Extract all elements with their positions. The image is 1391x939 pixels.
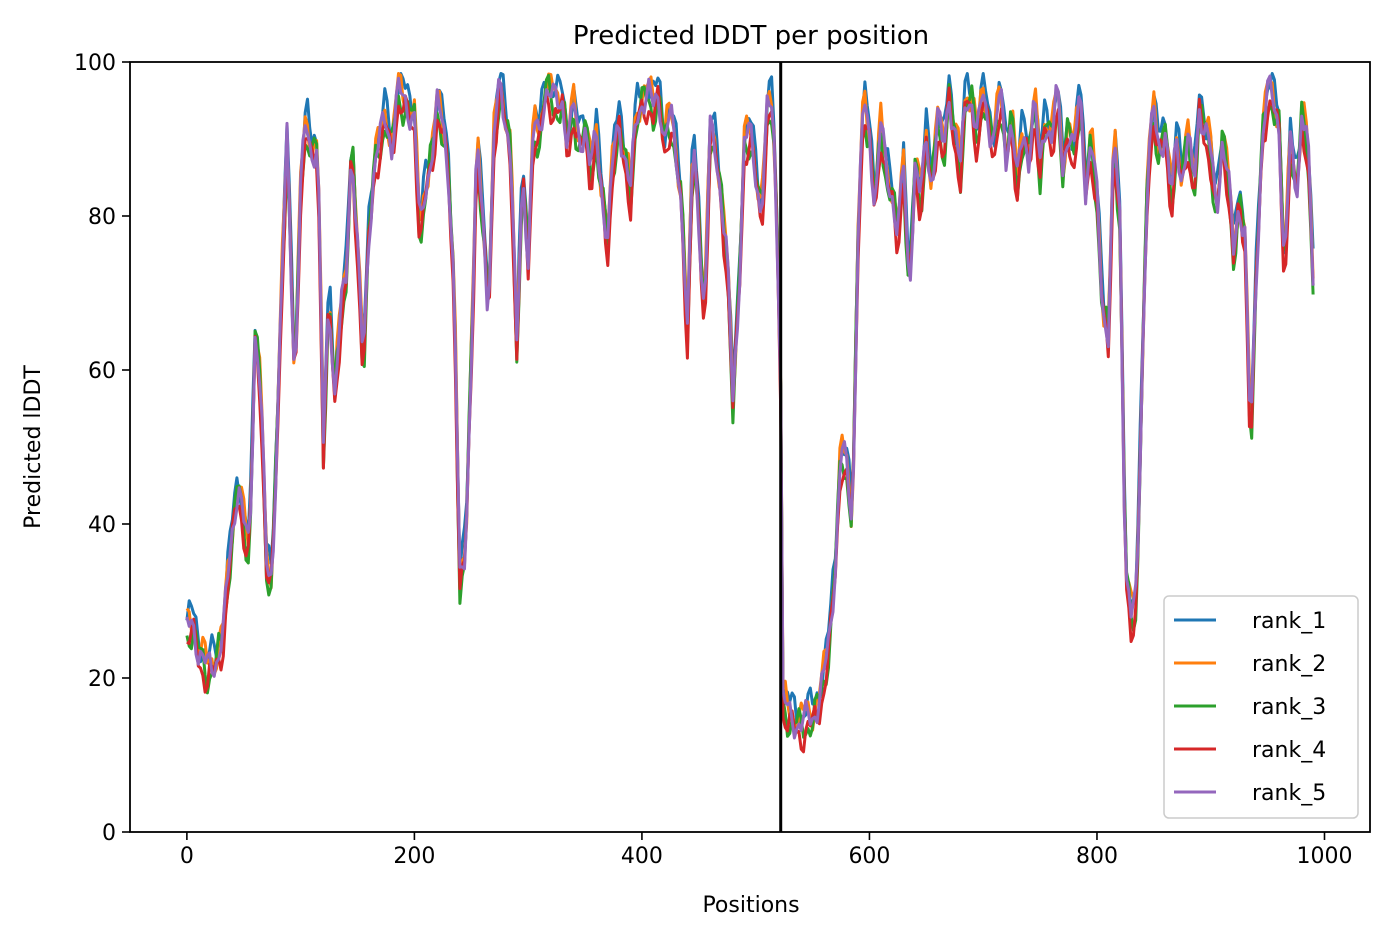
y-tick-label: 60	[88, 359, 116, 384]
y-tick-label: 40	[88, 513, 116, 538]
plot-frame	[129, 61, 1371, 833]
x-tick-label: 800	[1076, 844, 1118, 869]
legend-label-rank_2: rank_2	[1252, 652, 1326, 677]
y-tick-label: 0	[102, 821, 116, 846]
x-tick-label: 1000	[1296, 844, 1352, 869]
y-tick-label: 80	[88, 205, 116, 230]
legend: rank_1 rank_2 rank_3 rank_4 rank_5	[1163, 595, 1359, 819]
legend-label-rank_3: rank_3	[1252, 695, 1326, 720]
x-tick-label: 200	[393, 844, 435, 869]
chart-title: Predicted lDDT per position	[573, 21, 929, 51]
x-tick-label: 600	[848, 844, 890, 869]
x-axis-label: Positions	[702, 893, 799, 918]
series-line-rank_5	[185, 74, 1315, 740]
y-tick-label: 100	[74, 51, 116, 76]
x-tick-label: 400	[621, 844, 663, 869]
y-tick-label: 20	[88, 667, 116, 692]
y-axis-ticks: 0 20 40 60 80 100	[74, 51, 130, 846]
legend-box	[1163, 595, 1359, 819]
x-tick-label: 0	[180, 844, 194, 869]
series-layer	[185, 72, 1315, 754]
x-axis-ticks: 0 200 400 600 800 1000	[180, 832, 1352, 869]
y-axis-label: Predicted lDDT	[21, 365, 46, 529]
legend-label-rank_1: rank_1	[1252, 609, 1326, 634]
legend-label-rank_4: rank_4	[1252, 738, 1326, 763]
legend-label-rank_5: rank_5	[1252, 781, 1326, 806]
